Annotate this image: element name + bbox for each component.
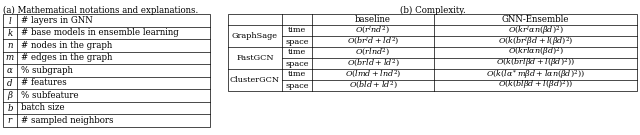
Text: $O(r^l nd^2)$: $O(r^l nd^2)$ — [355, 25, 390, 36]
Text: $l$: $l$ — [8, 15, 12, 26]
Text: ClusterGCN: ClusterGCN — [230, 76, 280, 84]
Text: $O(bld + ld^2)$: $O(bld + ld^2)$ — [349, 80, 397, 91]
Text: space: space — [285, 82, 308, 90]
Text: $m$: $m$ — [5, 53, 15, 62]
Text: space: space — [285, 38, 308, 45]
Text: GNN-Ensemble: GNN-Ensemble — [502, 15, 569, 24]
Text: time: time — [288, 70, 306, 78]
Text: $k$: $k$ — [6, 27, 13, 38]
Text: baseline: baseline — [355, 15, 391, 24]
Text: $O(k(bl\beta d + l(\beta d)^2))$: $O(k(bl\beta d + l(\beta d)^2))$ — [498, 79, 573, 92]
Text: # sampled neighbors: # sampled neighbors — [21, 116, 113, 125]
Text: $\beta$: $\beta$ — [6, 89, 13, 102]
Text: time: time — [288, 26, 306, 35]
Text: $\alpha$: $\alpha$ — [6, 66, 14, 75]
Text: # layers in GNN: # layers in GNN — [21, 16, 93, 25]
Text: $O(lmd + lnd^2)$: $O(lmd + lnd^2)$ — [345, 69, 401, 80]
Text: $n$: $n$ — [6, 41, 13, 50]
Text: # base models in ensemble learning: # base models in ensemble learning — [21, 28, 179, 37]
Text: GraphSage: GraphSage — [232, 32, 278, 40]
Text: % subgraph: % subgraph — [21, 66, 73, 75]
Text: $d$: $d$ — [6, 77, 13, 88]
Text: $O(k(brl\beta d + l(\beta d)^2))$: $O(k(brl\beta d + l(\beta d)^2))$ — [496, 57, 575, 70]
Text: $O(kr^l\alpha n(\beta d)^2)$: $O(kr^l\alpha n(\beta d)^2)$ — [508, 24, 563, 37]
Text: # features: # features — [21, 78, 67, 87]
Bar — [228, 14, 637, 91]
Text: % subfeature: % subfeature — [21, 91, 79, 100]
Text: $O(k(l\alpha^* m\beta d + l\alpha n(\beta d)^2))$: $O(k(l\alpha^* m\beta d + l\alpha n(\bet… — [486, 68, 585, 81]
Text: FastGCN: FastGCN — [236, 54, 274, 62]
Text: $O(k(br^l \beta d + l(\beta d)^2)$: $O(k(br^l \beta d + l(\beta d)^2)$ — [498, 35, 573, 48]
Text: $O(brld + ld^2)$: $O(brld + ld^2)$ — [347, 58, 399, 69]
Text: (b) Complexity.: (b) Complexity. — [399, 6, 465, 15]
Text: # edges in the graph: # edges in the graph — [21, 53, 113, 62]
Text: $b$: $b$ — [6, 102, 13, 113]
Text: time: time — [288, 48, 306, 57]
Text: $O(br^l d + ld^2)$: $O(br^l d + ld^2)$ — [347, 36, 399, 47]
Text: $O(rlnd^2)$: $O(rlnd^2)$ — [355, 47, 390, 58]
Text: batch size: batch size — [21, 103, 65, 112]
Text: (a) Mathematical notations and explanations.: (a) Mathematical notations and explanati… — [3, 6, 198, 15]
Bar — [3, 14, 210, 126]
Text: $O(krl\alpha n(\beta d)^2)$: $O(krl\alpha n(\beta d)^2)$ — [508, 46, 563, 59]
Text: $r$: $r$ — [7, 116, 13, 125]
Text: space: space — [285, 60, 308, 68]
Text: # nodes in the graph: # nodes in the graph — [21, 41, 112, 50]
